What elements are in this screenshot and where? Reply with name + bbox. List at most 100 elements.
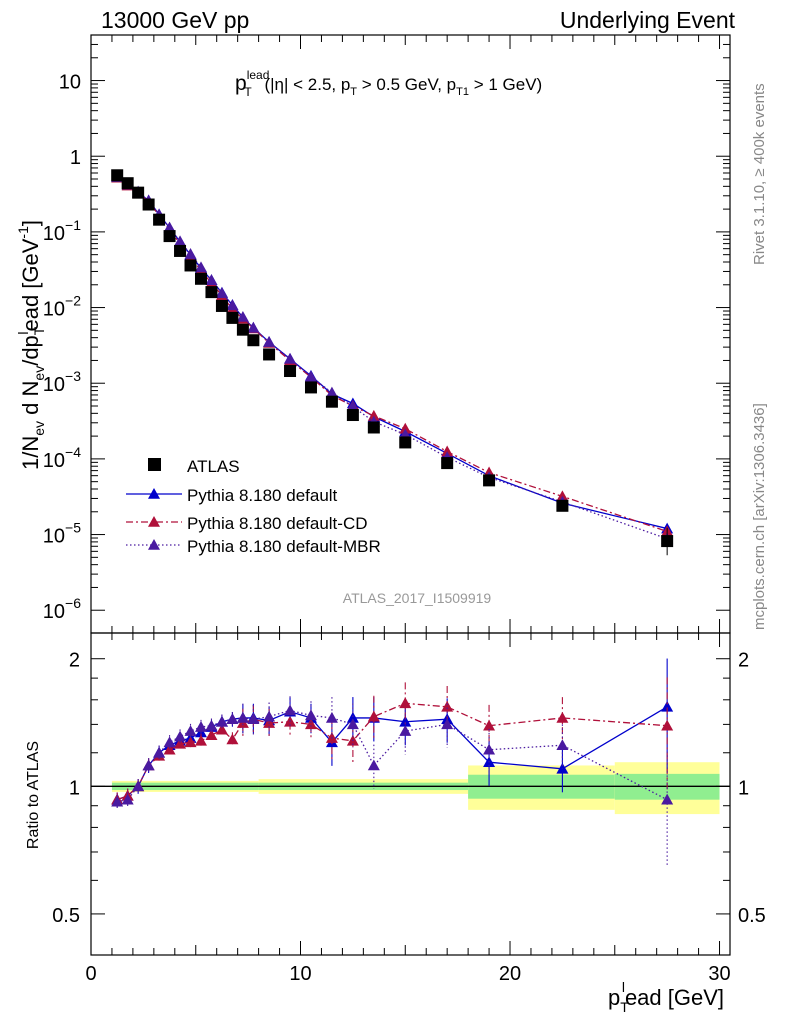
- legend-label: Pythia 8.180 default-CD: [187, 514, 368, 533]
- main-series-point: [304, 370, 317, 382]
- atlas-data-point: [132, 186, 145, 199]
- x-tick-label: 0: [85, 963, 96, 985]
- main-series-point: [367, 409, 380, 421]
- atlas-data-point: [111, 169, 124, 182]
- ratio-y-tick-label-left: 1: [69, 777, 80, 799]
- x-tick-label: 30: [708, 963, 730, 985]
- main-series-point: [174, 235, 187, 247]
- atlas-data-point: [284, 365, 297, 378]
- main-series-point: [441, 445, 454, 457]
- header-right: Underlying Event: [560, 7, 736, 33]
- ratio-series-point: [284, 704, 297, 716]
- ratio-y-axis-label: Ratio to ATLAS: [25, 741, 42, 849]
- ratio-series-point: [304, 718, 317, 730]
- main-y-tick-label: 10: [59, 72, 81, 94]
- atlas-data-point: [441, 457, 454, 470]
- x-axis-label: pTlead [GeV]: [608, 979, 724, 1015]
- atlas-data-point: [205, 286, 218, 299]
- ratio-series-point: [483, 719, 496, 731]
- atlas-data-point: [194, 272, 207, 285]
- main-y-axis-label: 1/Nev d Nev/dpTlead [GeV-1]: [15, 220, 47, 470]
- ratio-series-point: [163, 736, 176, 748]
- ratio-series-point: [346, 711, 359, 723]
- ratio-series-point: [132, 780, 145, 792]
- main-series-point: [184, 248, 197, 259]
- ratio-series-point: [163, 743, 176, 755]
- legend-marker: [148, 488, 160, 499]
- main-series-point: [346, 400, 359, 412]
- ratio-series-point: [367, 710, 380, 722]
- ratio-y-tick-label-right: 2: [738, 650, 749, 672]
- ratio-series-point: [483, 743, 496, 755]
- ratio-series-point: [399, 715, 412, 727]
- atlas-data-point: [174, 244, 187, 257]
- ratio-series-point: [556, 762, 569, 774]
- ratio-series-point: [661, 700, 674, 712]
- atlas-data-point: [556, 499, 569, 512]
- ratio-series-point: [399, 725, 412, 736]
- main-y-tick-label: 10−6: [43, 595, 81, 623]
- main-y-axis-ticks: 10 1 10−1 10−2 10−3 10−4 10−5 10−6: [43, 34, 730, 623]
- atlas-data-point: [399, 436, 412, 449]
- atlas-data-point: [236, 323, 249, 336]
- atlas-data-point: [184, 259, 197, 272]
- ratio-series-point: [661, 793, 674, 805]
- main-series-point: [215, 287, 228, 298]
- ratio-series-point: [441, 718, 454, 730]
- ratio-series-point: [346, 718, 359, 730]
- main-y-tick-label: 10−2: [43, 293, 81, 321]
- ratio-y-tick-label-right: 0.5: [738, 905, 766, 927]
- plot-title: plead T (|η| < 2.5, pT > 0.5 GeV, pT1 > 1…: [235, 68, 542, 99]
- ratio-series-point: [399, 697, 412, 709]
- main-series-point: [263, 336, 276, 347]
- ratio-series-point: [247, 713, 260, 725]
- ratio-series-layer: [111, 658, 674, 866]
- ratio-series-point: [263, 717, 276, 728]
- header-left: 13000 GeV pp: [101, 7, 249, 33]
- ratio-panel-frame: [90, 632, 731, 956]
- ratio-y-tick-label-right: 1: [738, 777, 749, 799]
- ratio-series-point: [142, 759, 155, 771]
- ratio-y-axis-ticks: 2 2 1 1 0.5 0.5: [52, 650, 766, 927]
- legend-marker: [148, 516, 160, 527]
- main-y-tick-label: 10−4: [43, 444, 81, 472]
- ratio-series-point: [153, 746, 166, 758]
- ratio-series-point: [556, 739, 569, 751]
- ratio-series-point: [304, 709, 317, 721]
- atlas-data-point: [247, 334, 260, 347]
- main-series-point: [163, 221, 176, 233]
- main-series-point: [325, 386, 338, 398]
- main-series-point: [556, 490, 569, 502]
- main-series-point: [205, 274, 218, 285]
- atlas-data-point: [263, 348, 276, 361]
- main-series-point: [247, 321, 260, 333]
- legend: ATLAS Pythia 8.180 default Pythia 8.180 de…: [126, 457, 381, 556]
- analysis-id: ATLAS_2017_I1509919: [343, 590, 492, 606]
- ratio-series-point: [174, 730, 187, 742]
- ratio-series-point: [325, 711, 338, 723]
- ratio-series-point: [215, 723, 228, 735]
- main-y-tick-label: 10−5: [43, 520, 81, 548]
- x-axis-ticks: 0 10 20 30: [85, 35, 731, 985]
- ratio-series-point: [215, 715, 228, 727]
- side-label-bottom: mcplots.cern.ch [arXiv:1306.3436]: [751, 403, 768, 630]
- ratio-series-point: [236, 711, 249, 723]
- ratio-series-point: [194, 734, 207, 746]
- ratio-series-point: [111, 795, 124, 807]
- main-series-point: [236, 311, 249, 322]
- x-tick-label: 20: [499, 963, 521, 985]
- atlas-data-point: [153, 213, 166, 226]
- ratio-series-point: [226, 733, 239, 745]
- ratio-series-point: [556, 711, 569, 723]
- x-tick-label: 10: [289, 963, 311, 985]
- ratio-series-point: [263, 710, 276, 722]
- legend-marker: [148, 539, 160, 550]
- ratio-uncertainty-bands: [111, 762, 720, 815]
- legend-label: ATLAS: [187, 457, 240, 476]
- main-series-layer: [111, 169, 674, 556]
- ratio-series-point: [205, 729, 218, 741]
- atlas-data-point: [483, 474, 496, 487]
- main-series-line-2: [116, 176, 668, 540]
- atlas-data-point: [226, 311, 239, 324]
